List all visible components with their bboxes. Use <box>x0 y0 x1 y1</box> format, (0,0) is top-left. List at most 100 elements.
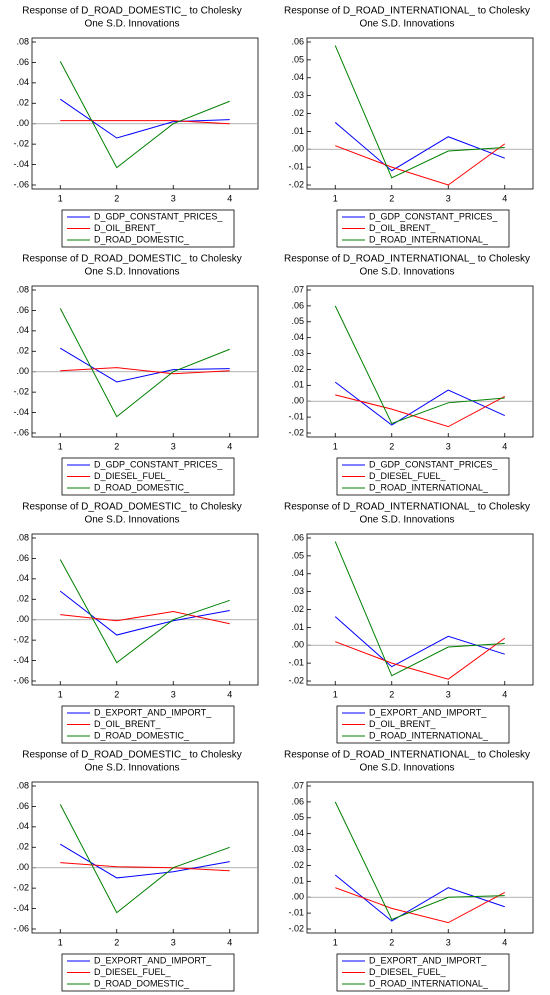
legend-label: D_DIESEL_FUEL_ <box>94 471 172 481</box>
y-tick-label: .04 <box>16 573 29 583</box>
legend-label: D_DIESEL_FUEL_ <box>369 967 447 977</box>
y-tick-label: .06 <box>291 300 304 310</box>
y-tick-label: .04 <box>291 332 304 342</box>
chart-title: Response of D_ROAD_INTERNATIONAL_ to Cho… <box>284 750 530 761</box>
y-tick-label: .08 <box>16 780 29 790</box>
y-tick-label: .00 <box>16 366 29 376</box>
x-tick-label: 1 <box>333 689 338 699</box>
legend-label: D_GDP_CONSTANT_PRICES_ <box>94 459 223 469</box>
y-tick-label: .08 <box>16 36 29 46</box>
plot-frame <box>306 533 534 686</box>
legend-label: D_DIESEL_FUEL_ <box>369 471 447 481</box>
y-tick-label: -.01 <box>288 907 304 917</box>
legend-label: D_ROAD_INTERNATIONAL_ <box>369 234 489 244</box>
plot-frame <box>306 37 534 190</box>
y-tick-label: .06 <box>16 57 29 67</box>
legend-box <box>336 209 510 248</box>
series-line <box>59 843 230 879</box>
x-tick-label: 4 <box>502 689 507 699</box>
legend-label: D_GDP_CONSTANT_PRICES_ <box>369 211 498 221</box>
y-tick-label: .03 <box>291 348 304 358</box>
chart-subtitle: One S.D. Innovations <box>84 515 179 526</box>
series-line <box>335 887 505 924</box>
x-tick-label: 4 <box>227 689 232 699</box>
y-tick-label: .06 <box>16 801 29 811</box>
legend-label: D_DIESEL_FUEL_ <box>94 967 172 977</box>
y-tick-label: .01 <box>291 622 304 632</box>
y-tick-label: .02 <box>16 346 29 356</box>
plot-frame <box>31 781 259 934</box>
y-tick-label: .06 <box>291 36 304 46</box>
y-tick-label: .02 <box>291 860 304 870</box>
y-tick-label: .01 <box>291 876 304 886</box>
series-line <box>335 394 505 428</box>
y-tick-label: -.01 <box>288 162 304 172</box>
legend-label: D_OIL_BRENT_ <box>369 223 437 233</box>
y-tick-label: -.04 <box>13 407 29 417</box>
x-tick-label: 3 <box>446 441 451 451</box>
legend-box <box>61 705 235 744</box>
y-tick-label: .00 <box>291 640 304 650</box>
chart-subtitle: One S.D. Innovations <box>84 19 179 30</box>
legend-label: D_ROAD_INTERNATIONAL_ <box>369 730 489 740</box>
x-tick-label: 4 <box>227 441 232 451</box>
y-tick-label: -.01 <box>288 411 304 421</box>
series-line <box>334 45 505 179</box>
y-tick-label: .07 <box>291 284 304 294</box>
x-tick-label: 1 <box>333 441 338 451</box>
y-tick-label: -.01 <box>288 658 304 668</box>
chart-subtitle: One S.D. Innovations <box>84 763 179 774</box>
y-tick-label: .00 <box>16 862 29 872</box>
legend-label: D_ROAD_INTERNATIONAL_ <box>369 978 489 988</box>
legend-box <box>61 457 235 496</box>
series-line <box>334 305 505 425</box>
legend-label: D_OIL_BRENT_ <box>369 719 437 729</box>
x-tick-label: 3 <box>171 441 176 451</box>
y-tick-label: .06 <box>16 305 29 315</box>
legend-label: D_ROAD_DOMESTIC_ <box>94 978 190 988</box>
y-tick-label: .05 <box>291 54 304 64</box>
legend-label: D_OIL_BRENT_ <box>94 223 162 233</box>
legend-box <box>61 209 235 248</box>
legend-label: D_ROAD_DOMESTIC_ <box>94 730 190 740</box>
y-tick-label: -.06 <box>13 923 29 933</box>
y-tick-label: .04 <box>16 325 29 335</box>
y-tick-label: -.02 <box>13 139 29 149</box>
y-tick-label: .06 <box>16 553 29 563</box>
y-tick-label: .06 <box>291 532 304 542</box>
legend-label: D_EXPORT_AND_IMPORT_ <box>94 955 212 965</box>
y-tick-label: .02 <box>16 842 29 852</box>
legend-box <box>61 953 235 992</box>
plot-frame <box>31 285 259 438</box>
y-tick-label: .00 <box>291 892 304 902</box>
y-tick-label: .05 <box>291 316 304 326</box>
x-tick-label: 2 <box>389 937 394 947</box>
legend-label: D_EXPORT_AND_IMPORT_ <box>94 707 212 717</box>
x-tick-label: 3 <box>171 193 176 203</box>
x-tick-label: 3 <box>171 689 176 699</box>
y-tick-label: -.02 <box>288 675 304 685</box>
y-tick-label: .00 <box>16 118 29 128</box>
y-tick-label: -.04 <box>13 159 29 169</box>
series-line <box>59 559 230 664</box>
x-tick-label: 1 <box>333 193 338 203</box>
y-tick-label: -.04 <box>13 903 29 913</box>
legend-label: D_OIL_BRENT_ <box>94 719 162 729</box>
y-tick-label: .02 <box>16 594 29 604</box>
series-line <box>334 616 505 668</box>
series-line <box>60 120 230 125</box>
chart-title: Response of D_ROAD_DOMESTIC_ to Cholesky <box>22 750 242 761</box>
y-tick-label: .02 <box>291 604 304 614</box>
y-tick-label: .03 <box>291 586 304 596</box>
y-tick-label: .04 <box>291 72 304 82</box>
x-tick-label: 2 <box>114 193 119 203</box>
y-tick-label: .05 <box>291 812 304 822</box>
series-line <box>334 122 505 172</box>
series-line <box>334 381 505 426</box>
y-tick-label: -.06 <box>13 427 29 437</box>
chart-title: Response of D_ROAD_DOMESTIC_ to Cholesky <box>22 254 242 265</box>
y-tick-label: .06 <box>291 796 304 806</box>
y-tick-label: .01 <box>291 126 304 136</box>
chart-title: Response of D_ROAD_INTERNATIONAL_ to Cho… <box>284 502 530 513</box>
